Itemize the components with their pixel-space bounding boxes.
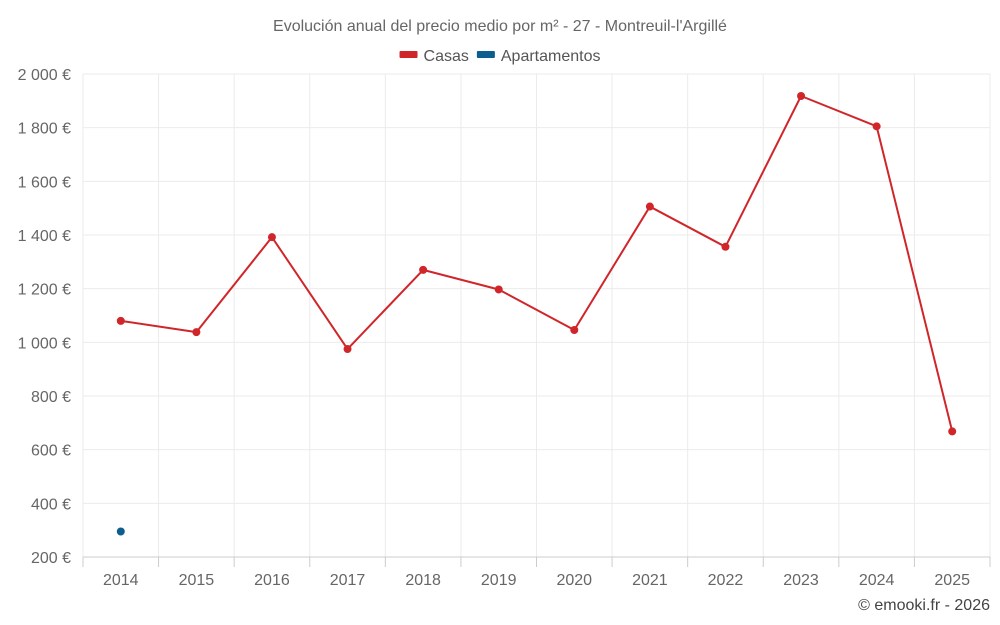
y-tick-label: 1 000 € [18,335,71,352]
x-tick-label: 2021 [632,572,668,589]
data-point[interactable] [872,122,881,131]
legend-label: Casas [424,48,469,65]
data-point[interactable] [116,316,125,325]
legend-swatch [476,51,495,58]
y-tick-label: 400 € [31,496,71,513]
grid [82,73,991,558]
data-point[interactable] [116,527,125,536]
data-point[interactable] [343,345,352,354]
data-point[interactable] [570,325,579,334]
data-point[interactable] [645,202,654,211]
x-tick-label: 2014 [103,572,139,589]
x-tick-label: 2019 [481,572,517,589]
x-tick-label: 2020 [556,572,592,589]
data-point[interactable] [797,92,806,101]
series-0 [116,92,957,436]
x-tick-label: 2023 [783,572,819,589]
data-point[interactable] [721,242,730,251]
x-tick-label: 2018 [405,572,441,589]
x-tick-label: 2022 [708,572,744,589]
x-tick-label: 2015 [179,572,215,589]
y-tick-label: 1 400 € [18,228,71,245]
x-axis: 2014 2015 2016 2017 2018 2019 2020 2021 2022 2023… [82,557,991,589]
series-line [120,95,954,432]
y-tick-label: 800 € [31,389,71,406]
y-tick-label: 600 € [31,443,71,460]
y-tick-label: 1 600 € [18,174,71,191]
y-tick-label: 200 € [31,550,71,567]
legend-label: Apartamentos [501,48,601,65]
data-point[interactable] [419,265,428,274]
y-tick-label: 2 000 € [18,67,71,84]
legend-swatch [399,51,418,58]
legend-item-apartamentos[interactable]: Apartamentos [476,48,601,65]
data-point[interactable] [192,328,201,337]
y-tick-label: 1 800 € [18,121,71,138]
y-axis: 200 € 400 € 600 € 800 € 1 000 € 1 200 € 1 400 … [18,67,71,567]
legend: Casas Apartamentos [399,48,601,65]
y-tick-label: 1 200 € [18,282,71,299]
x-tick-label: 2025 [934,572,970,589]
data-point[interactable] [948,427,957,436]
x-tick-label: 2016 [254,572,290,589]
x-tick-label: 2017 [330,572,366,589]
series-1 [116,527,125,536]
data-point[interactable] [267,233,276,242]
x-tick-label: 2024 [859,572,895,589]
plot-area [116,92,957,536]
chart-title: Evolución anual del precio medio por m² … [273,18,727,35]
data-point[interactable] [494,285,503,294]
legend-item-casas[interactable]: Casas [399,48,469,65]
credit: © emooki.fr - 2026 [858,597,990,614]
